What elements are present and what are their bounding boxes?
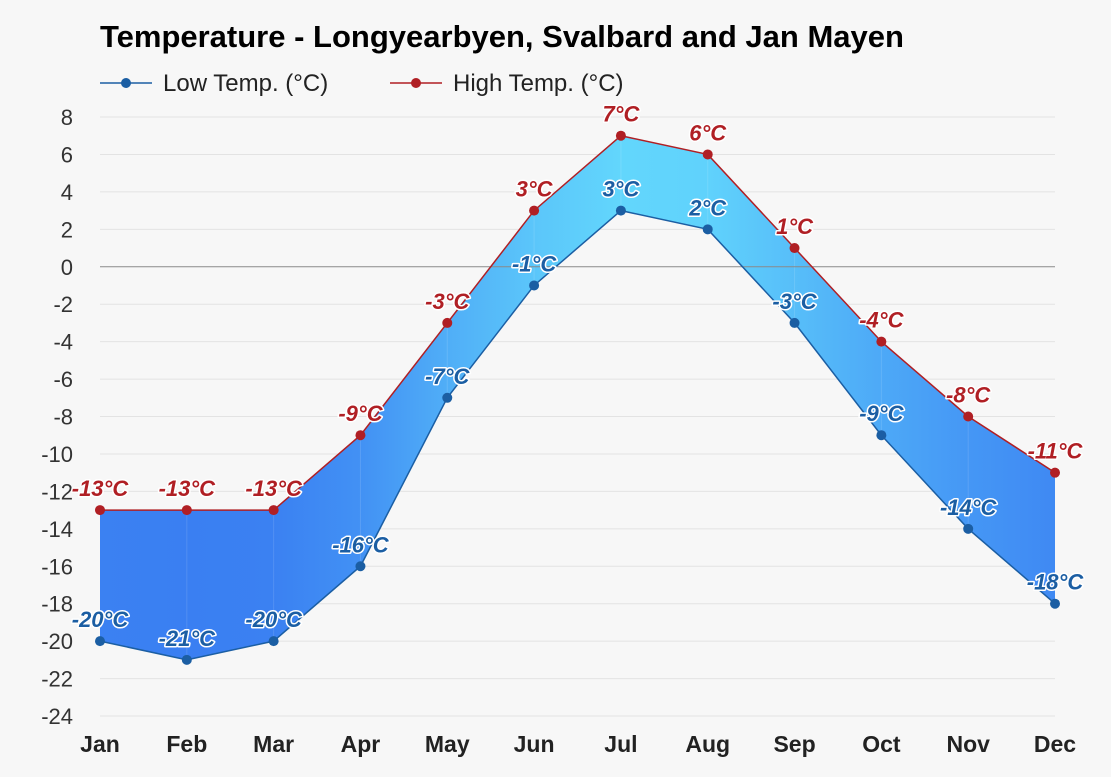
y-tick-label: 0 bbox=[61, 255, 73, 280]
low-temp-point bbox=[355, 561, 366, 572]
x-tick-label: May bbox=[425, 731, 470, 757]
high-temp-point bbox=[702, 149, 713, 160]
high-temp-point bbox=[355, 430, 366, 441]
low-temp-label: -3°C bbox=[772, 289, 817, 314]
x-tick-label: Jun bbox=[514, 731, 555, 757]
low-temp-label: -7°C bbox=[425, 364, 470, 389]
x-tick-label: Apr bbox=[341, 731, 381, 757]
x-axis: Jan Feb Mar Apr May Jun Jul Aug Sep Oct Nov Dec bbox=[80, 731, 1076, 757]
data-labels: -20°C -21°C -20°C -16°C -7°C -1°C 3°C 2°C -3°C -9… bbox=[70, 100, 1086, 652]
low-temp-point bbox=[789, 317, 800, 328]
legend-high-marker bbox=[411, 78, 421, 88]
y-tick-label: -24 bbox=[41, 704, 73, 729]
low-temp-label: -1°C bbox=[512, 251, 557, 276]
low-temp-point bbox=[95, 636, 105, 647]
y-tick-label: 2 bbox=[61, 217, 73, 242]
low-temp-line bbox=[99, 209, 1056, 661]
y-tick-label: -18 bbox=[41, 592, 73, 617]
y-tick-label: -16 bbox=[41, 554, 73, 579]
high-temp-point bbox=[876, 336, 887, 347]
y-tick-label: 4 bbox=[61, 180, 73, 205]
legend-low-label: Low Temp. (°C) bbox=[163, 70, 328, 97]
low-temp-point bbox=[442, 392, 453, 403]
legend-item-high[interactable]: High Temp. (°C) bbox=[390, 70, 624, 97]
x-tick-label: Mar bbox=[253, 731, 294, 757]
high-temp-point bbox=[963, 411, 974, 422]
high-temp-label: -13°C bbox=[72, 476, 130, 501]
y-tick-label: -6 bbox=[53, 367, 73, 392]
high-temp-point bbox=[1050, 467, 1060, 478]
high-temp-label: 7°C bbox=[602, 102, 640, 127]
high-temp-label: 1°C bbox=[776, 214, 814, 239]
chart-title: Temperature - Longyearbyen, Svalbard and… bbox=[100, 19, 904, 54]
low-temp-point bbox=[181, 654, 192, 665]
x-tick-label: Dec bbox=[1034, 731, 1076, 757]
low-temp-label: -9°C bbox=[859, 401, 904, 426]
low-temp-point bbox=[615, 205, 626, 216]
y-tick-label: -12 bbox=[41, 479, 73, 504]
legend-high-label: High Temp. (°C) bbox=[453, 70, 624, 97]
high-temp-point bbox=[268, 505, 279, 516]
low-temp-point bbox=[963, 523, 974, 534]
low-temp-label: -20°C bbox=[72, 607, 130, 632]
low-temp-point bbox=[529, 280, 540, 291]
band-area bbox=[100, 135, 1055, 660]
x-tick-label: Sep bbox=[773, 731, 815, 757]
temperature-band bbox=[100, 135, 1055, 660]
legend-low-marker bbox=[121, 78, 131, 88]
high-temp-label: -13°C bbox=[159, 476, 217, 501]
series-lines bbox=[99, 134, 1056, 661]
x-tick-label: Feb bbox=[166, 731, 207, 757]
low-temp-label: 3°C bbox=[602, 177, 640, 202]
low-temp-label: -14°C bbox=[940, 495, 998, 520]
y-tick-label: -14 bbox=[41, 517, 73, 542]
x-tick-label: Nov bbox=[946, 731, 990, 757]
high-temp-point bbox=[95, 505, 105, 516]
legend: Low Temp. (°C) High Temp. (°C) bbox=[100, 70, 624, 97]
legend-item-low[interactable]: Low Temp. (°C) bbox=[100, 70, 328, 97]
grid bbox=[100, 116, 1055, 717]
low-temp-label: -21°C bbox=[159, 626, 217, 651]
x-tick-label: Jan bbox=[80, 731, 120, 757]
low-temp-label: 2°C bbox=[688, 195, 727, 220]
low-temp-point bbox=[268, 636, 279, 647]
low-temp-label: -16°C bbox=[332, 532, 390, 557]
y-tick-label: -2 bbox=[53, 292, 73, 317]
y-tick-label: -10 bbox=[41, 442, 73, 467]
high-temp-label: 3°C bbox=[516, 177, 554, 202]
high-temp-label: -11°C bbox=[1028, 439, 1084, 464]
low-temp-point bbox=[1050, 598, 1060, 609]
y-tick-label: -4 bbox=[53, 330, 73, 355]
low-temp-label: -20°C bbox=[245, 607, 303, 632]
high-temp-point bbox=[615, 130, 626, 141]
y-tick-label: 6 bbox=[61, 142, 73, 167]
high-temp-line bbox=[100, 134, 1056, 511]
high-temp-point bbox=[789, 243, 800, 254]
low-temp-point bbox=[876, 430, 887, 441]
x-tick-label: Aug bbox=[685, 731, 730, 757]
series-markers bbox=[95, 130, 1060, 665]
y-tick-label: 8 bbox=[61, 105, 73, 130]
high-temp-label: -3°C bbox=[425, 289, 470, 314]
low-temp-label: -18°C bbox=[1027, 570, 1085, 595]
y-tick-label: -20 bbox=[41, 629, 73, 654]
x-tick-label: Oct bbox=[862, 731, 901, 757]
high-temp-label: -4°C bbox=[859, 308, 904, 333]
y-axis: 8 6 4 2 0 -2 -4 -6 -8 -10 -12 -14 -16 -18 -20 -22 -24 bbox=[41, 105, 73, 729]
high-temp-point bbox=[529, 205, 540, 216]
y-tick-label: -22 bbox=[41, 667, 73, 692]
high-temp-label: -9°C bbox=[338, 401, 383, 426]
high-temp-label: -8°C bbox=[946, 383, 991, 408]
high-temp-point bbox=[442, 317, 453, 328]
low-temp-point bbox=[702, 224, 713, 235]
x-tick-label: Jul bbox=[604, 731, 637, 757]
high-temp-label: -13°C bbox=[245, 476, 303, 501]
high-temp-label: 6°C bbox=[689, 120, 727, 145]
y-tick-label: -8 bbox=[53, 405, 73, 430]
high-temp-point bbox=[181, 505, 192, 516]
